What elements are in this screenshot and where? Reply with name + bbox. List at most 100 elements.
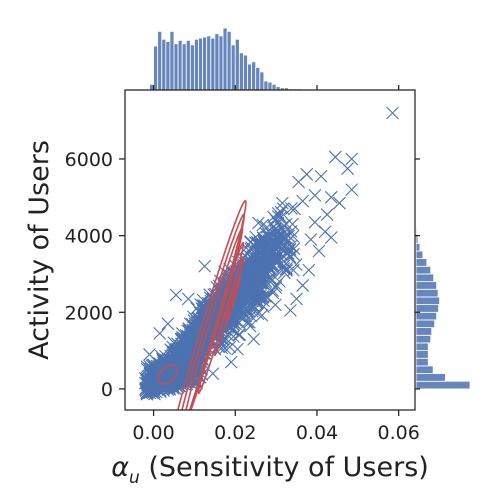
x-hist-bar [181,43,187,91]
scatter-point [266,286,280,300]
x-hist-bar [267,81,273,91]
scatter-point [244,250,258,264]
scatter-point [285,202,298,215]
scatter-point [296,194,310,208]
x-marginal-histogram [149,27,302,91]
x-hist-bar [169,30,175,91]
scatter-point [147,374,161,388]
scatter-point [280,261,294,275]
scatter-point [246,302,259,316]
x-hist-bar [177,40,183,91]
scatter-point [143,348,156,361]
scatter-point [233,328,247,341]
scatter-point [281,246,295,260]
scatter-points [139,106,399,401]
scatter-point [256,231,270,245]
y-tick-label: 6000 [65,149,113,171]
scatter-point [287,247,300,261]
scatter-point [215,341,229,355]
scatter-point [175,360,189,374]
x-tick-label: 0.04 [296,422,338,444]
scatter-point [243,270,257,284]
x-axis: 0.00 0.02 0.04 0.06 [132,85,420,444]
scatter-point [241,315,254,329]
scatter-point [172,375,186,389]
y-hist-bar [415,342,429,351]
x-hist-bar [251,61,257,91]
x-hist-bar [161,38,167,91]
y-hist-bar [415,311,438,321]
y-hist-bar [415,250,424,260]
scatter-point [259,227,273,241]
y-tick-label: 2000 [65,302,113,324]
scatter-point [277,266,291,280]
scatter-point [188,327,202,341]
scatter-point [198,259,212,273]
scatter-point [258,289,272,303]
scatter-point [224,355,238,369]
scatter-point [242,284,256,298]
scatter-point [284,225,298,238]
x-hist-bar [259,71,265,91]
scatter-point [308,189,322,202]
x-hist-bar [173,43,179,91]
x-hist-bar [189,44,195,91]
scatter-point [246,250,260,263]
y-hist-bar [415,281,438,290]
x-hist-bar [165,41,171,91]
scatter-point [277,262,291,276]
scatter-point [265,227,278,241]
x-hist-bar [238,52,244,91]
scatter-point [254,247,267,261]
scatter-point [314,169,328,183]
x-hist-bar [214,33,220,91]
scatter-point [181,292,195,306]
y-hist-bar [415,373,446,382]
y-hist-bar [415,304,439,313]
kde-contour [225,273,242,324]
scatter-point [324,231,338,244]
x-hist-bar [218,35,224,91]
scatter-point [328,150,342,164]
x-hist-bar [226,30,232,91]
scatter-point [386,106,399,120]
scatter-point [260,290,274,304]
x-tick-label: 0.00 [132,422,174,444]
scatter-point [246,270,259,283]
scatter-point [275,196,289,210]
scatter-point [242,295,256,309]
y-hist-bar [415,327,433,336]
scatter-point [290,292,303,306]
x-hist-bar [206,35,212,91]
scatter-point [271,206,285,220]
x-axis-label-text: (Sensitivity of Users) [140,452,429,483]
kde-contours [158,199,247,410]
y-tick-label: 4000 [65,226,113,248]
y-hist-bar [415,350,429,359]
scatter-point [139,376,152,390]
y-marginal-histogram [415,212,471,390]
scatter-point [243,315,256,329]
scatter-point [261,273,275,287]
x-axis-label-subscript: u [129,468,140,488]
scatter-point [231,342,244,356]
scatter-plot-area [124,89,416,411]
x-hist-bar [230,44,236,91]
scatter-point [324,190,338,204]
x-hist-bar [194,38,199,91]
y-tick-label: 0 [101,379,113,401]
scatter-point [341,162,354,175]
kde-contour [185,226,244,410]
scatter-point [284,303,297,317]
y-hist-bar [415,380,471,390]
scatter-point [302,263,316,277]
y-axis: 0 2000 4000 6000 [65,149,420,401]
y-hist-bar [415,334,432,344]
y-hist-bar [415,258,428,267]
x-tick-label: 0.02 [214,422,256,444]
scatter-point [289,258,303,271]
x-hist-bar [185,40,191,91]
scatter-point [269,213,283,227]
y-axis-label: Activity of Users [24,140,55,360]
scatter-point [153,326,167,340]
